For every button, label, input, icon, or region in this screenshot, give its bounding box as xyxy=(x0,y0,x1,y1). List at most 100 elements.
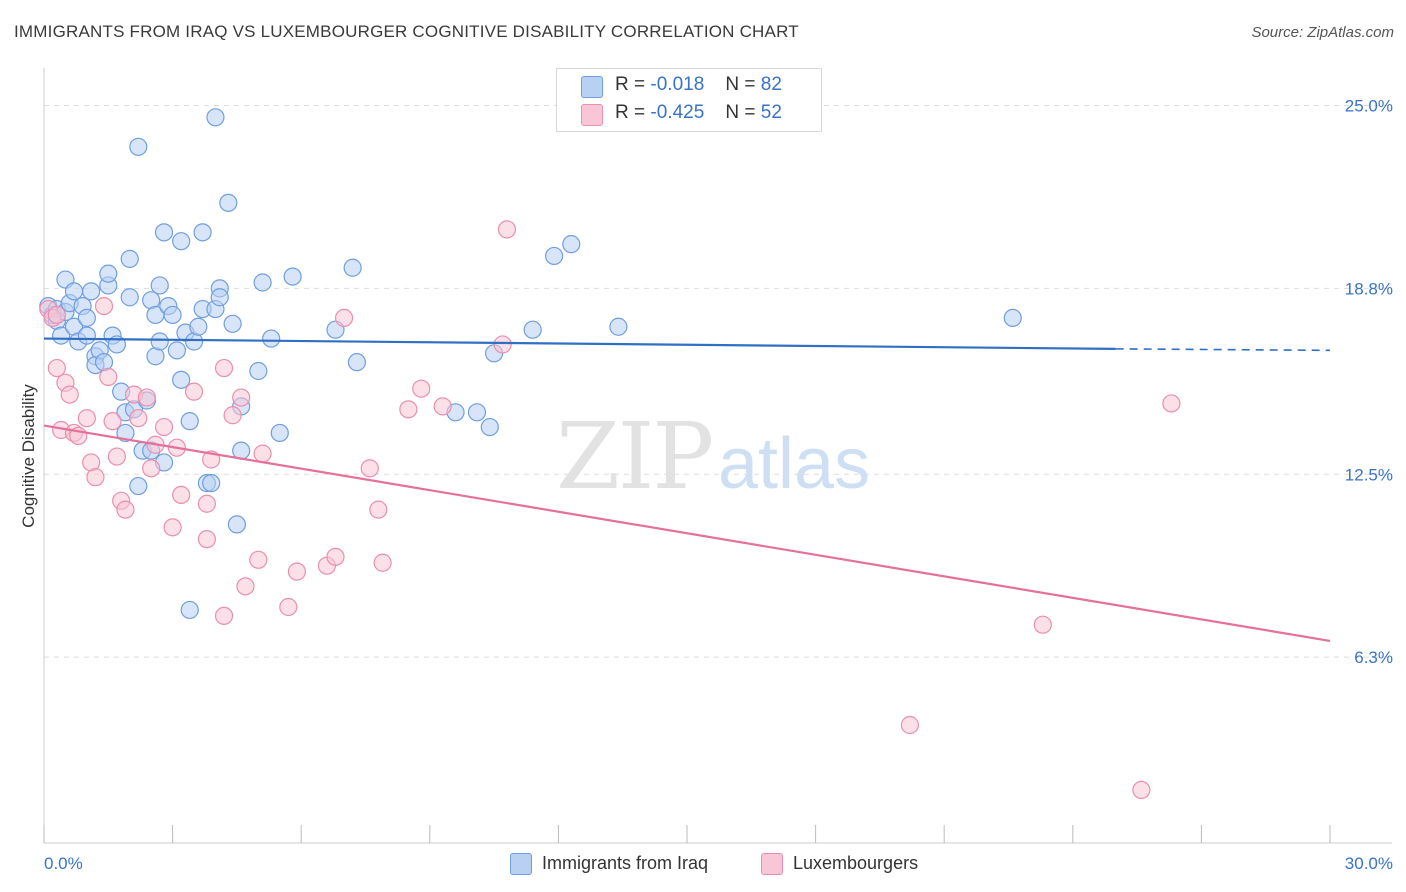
watermark-atlas: atlas xyxy=(718,424,870,504)
tick-labels: 6.3% 12.5% 18.8% 25.0% 0.0% 30.0% xyxy=(44,97,1393,874)
legend-r-value: -0.425 xyxy=(650,102,705,123)
legend-swatch-iraq xyxy=(581,76,603,98)
lux-point xyxy=(236,577,255,596)
iraq-point xyxy=(99,264,118,283)
iraq-point xyxy=(172,232,191,251)
lux-point xyxy=(214,606,234,625)
x-tick-label: 0.0% xyxy=(44,854,83,873)
legend-n-value: 52 xyxy=(760,102,782,123)
lux-point xyxy=(369,500,388,519)
iraq-point xyxy=(129,476,148,496)
lux-point xyxy=(129,409,148,428)
lux-point xyxy=(326,547,345,566)
legend-n-label: N = xyxy=(725,74,756,95)
iraq-point xyxy=(347,353,367,372)
legend-label-iraq: Immigrants from Iraq xyxy=(542,853,709,873)
y-tick-label: 6.3% xyxy=(1354,648,1393,667)
iraq-point xyxy=(82,282,101,301)
lux-point xyxy=(47,358,66,378)
iraq-point xyxy=(283,267,302,286)
legend-r-value: -0.018 xyxy=(650,74,705,95)
lux-point xyxy=(197,494,216,513)
iraq-point xyxy=(180,600,199,620)
lux-point xyxy=(107,447,126,466)
lux-point xyxy=(214,358,234,378)
iraq-trend-line xyxy=(43,337,1116,350)
lux-point xyxy=(287,562,307,581)
iraq-point xyxy=(77,326,96,345)
iraq-point xyxy=(150,276,169,295)
lux-point xyxy=(373,553,392,572)
lux-point xyxy=(900,715,920,735)
iraq-point xyxy=(210,288,229,307)
iraq-point xyxy=(64,282,84,301)
x-tick-label: 30.0% xyxy=(1345,854,1393,873)
lux-point xyxy=(60,385,79,404)
iraq-point xyxy=(223,314,242,333)
lux-point xyxy=(360,459,379,478)
correlation-legend: R = -0.018 N = 82 R = -0.425 N = 52 xyxy=(556,68,822,132)
chart-title: IMMIGRANTS FROM IRAQ VS LUXEMBOURGER COG… xyxy=(14,22,799,41)
y-axis-title: Cognitive Disability xyxy=(19,384,38,528)
legend-n-label: N = xyxy=(725,102,756,123)
lux-point xyxy=(399,400,418,419)
lux-point xyxy=(223,406,242,425)
iraq-point xyxy=(270,423,289,443)
iraq-point xyxy=(227,515,246,534)
iraq-point xyxy=(249,361,268,381)
lux-point xyxy=(94,297,114,316)
iraq-point xyxy=(262,329,281,348)
legend-swatch-iraq xyxy=(510,853,532,875)
y-tick-label: 18.8% xyxy=(1345,279,1393,298)
iraq-point xyxy=(120,249,139,268)
iraq-point xyxy=(172,370,191,389)
axes xyxy=(43,68,1392,844)
source-label: Source: ZipAtlas.com xyxy=(1251,24,1394,41)
legend-label-lux: Luxembourgers xyxy=(793,853,919,873)
lux-point xyxy=(1132,780,1151,800)
lux-point xyxy=(197,530,216,549)
lux-point xyxy=(86,468,105,487)
y-tick-label: 25.0% xyxy=(1345,97,1393,116)
iraq-point xyxy=(253,273,272,292)
iraq-point xyxy=(467,403,487,422)
iraq-point xyxy=(167,341,186,360)
legend-r-label: R = xyxy=(615,74,646,95)
iraq-point xyxy=(206,108,225,127)
lux-point xyxy=(116,500,135,519)
iraq-trend-extension xyxy=(1115,348,1331,352)
lux-point xyxy=(47,305,66,325)
legend-r-label: R = xyxy=(615,102,646,123)
legend-n-value: 82 xyxy=(760,74,782,95)
iraq-point xyxy=(180,412,199,431)
lux-point xyxy=(334,308,354,327)
y-tick-label: 12.5% xyxy=(1345,465,1393,484)
lux-point xyxy=(163,518,182,537)
lux-point xyxy=(142,459,161,478)
data-points xyxy=(39,108,1181,800)
gridlines xyxy=(44,105,1392,658)
lux-point xyxy=(154,417,174,437)
lux-point xyxy=(99,367,118,386)
lux-point xyxy=(497,220,517,239)
lux-point xyxy=(77,409,96,428)
iraq-point xyxy=(77,308,96,327)
watermark-zip: ZIP xyxy=(556,403,712,510)
iraq-point xyxy=(523,320,542,339)
iraq-point xyxy=(193,223,212,242)
iraq-point xyxy=(1003,308,1022,327)
iraq-point xyxy=(609,317,628,336)
iraq-point xyxy=(116,423,135,443)
lux-point xyxy=(172,485,191,504)
lux-point xyxy=(103,412,122,431)
lux-point xyxy=(493,335,512,354)
iraq-point xyxy=(480,417,499,437)
iraq-point xyxy=(154,223,174,242)
iraq-point xyxy=(202,474,221,493)
iraq-point xyxy=(343,258,362,277)
lux-point xyxy=(184,382,204,401)
legend-swatch-lux xyxy=(761,853,783,875)
lux-point xyxy=(253,444,272,463)
lux-point xyxy=(279,597,298,617)
